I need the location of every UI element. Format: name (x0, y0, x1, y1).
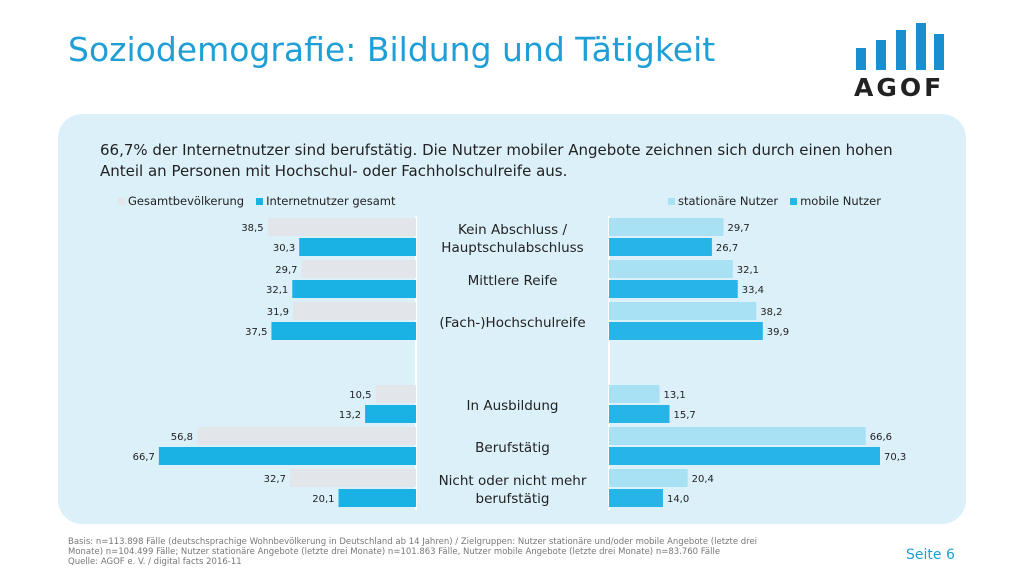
bar-left-internet (271, 322, 416, 340)
data-label: 56,8 (171, 432, 193, 443)
legend-item-internet: Internetnutzer gesamt (256, 194, 395, 208)
category-label: (Fach-)Hochschulreife (439, 315, 585, 331)
data-label: 66,6 (870, 432, 892, 443)
legend-label: Gesamtbevölkerung (128, 194, 245, 208)
data-label: 39,9 (767, 327, 789, 338)
bar-right-stationaer (609, 469, 688, 487)
legend-item-mobile: mobile Nutzer (790, 194, 881, 208)
bar-right-stationaer (609, 385, 660, 403)
category-label: Kein Abschluss / (458, 222, 568, 238)
data-label: 14,0 (667, 494, 689, 505)
data-label: 26,7 (716, 243, 738, 254)
bar-right-stationaer (609, 427, 866, 445)
bar-left-internet (299, 238, 416, 256)
legend-swatch (118, 197, 125, 205)
bar-left-internet (365, 405, 416, 423)
bar-left-internet (338, 489, 416, 507)
footer-line: Quelle: AGOF e. V. / digital facts 2016-… (68, 557, 242, 567)
data-label: 30,3 (273, 243, 295, 254)
category-label: Berufstätig (475, 440, 550, 456)
logo-bars-icon (856, 23, 944, 70)
data-label: 13,1 (663, 390, 685, 401)
data-label: 10,5 (349, 390, 371, 401)
category-label: In Ausbildung (467, 398, 559, 414)
legend-left: Gesamtbevölkerung Internetnutzer gesamt (118, 194, 395, 208)
data-label: 38,2 (760, 307, 782, 318)
bar-left-gesamt (197, 427, 416, 445)
footer-line: Basis: n=113.898 Fälle (deutschsprachige… (68, 537, 758, 547)
data-label: 37,5 (245, 327, 267, 338)
legend-swatch (668, 197, 675, 205)
data-label: 32,7 (264, 474, 286, 485)
legend-swatch (256, 197, 264, 205)
data-label: 66,7 (133, 452, 155, 463)
data-label: 13,2 (339, 410, 361, 421)
bar-left-internet (292, 280, 416, 298)
data-label: 31,9 (267, 307, 289, 318)
bar-right-mobile (609, 238, 712, 256)
bar-right-mobile (609, 447, 880, 465)
bar-left-gesamt (375, 385, 416, 403)
bar-right-stationaer (609, 302, 757, 320)
category-label: berufstätig (476, 491, 550, 507)
data-label: 32,1 (737, 265, 759, 276)
page-title: Soziodemografie: Bildung und Tätigkeit (68, 30, 716, 69)
legend-item-gesamt: Gesamtbevölkerung (118, 194, 244, 208)
footer-line: Monate) n=104.499 Fälle; Nutzer stationä… (68, 547, 721, 557)
data-label: 29,7 (275, 265, 297, 276)
bar-right-mobile (609, 405, 670, 423)
page-number: Seite 6 (906, 547, 955, 563)
agof-logo: AGOF (850, 18, 950, 108)
bar-left-gesamt (289, 469, 416, 487)
footer-source: Basis: n=113.898 Fälle (deutschsprachige… (68, 537, 788, 567)
legend-item-stationaer: stationäre Nutzer (668, 194, 778, 208)
data-label: 33,4 (742, 285, 764, 296)
legend-swatch (790, 197, 798, 205)
data-label: 20,1 (312, 494, 334, 505)
bar-right-mobile (609, 489, 663, 507)
bar-left-gesamt (267, 218, 416, 236)
logo-text: AGOF (854, 73, 945, 102)
data-label: 15,7 (674, 410, 696, 421)
data-label: 70,3 (884, 452, 906, 463)
category-label: Hauptschulabschluss (441, 240, 583, 256)
bar-right-mobile (609, 322, 763, 340)
bar-left-gesamt (301, 260, 416, 278)
category-label: Mittlere Reife (468, 273, 558, 289)
bar-right-stationaer (609, 218, 724, 236)
data-label: 29,7 (727, 223, 749, 234)
bar-right-mobile (609, 280, 738, 298)
category-label: Nicht oder nicht mehr (439, 473, 587, 489)
data-label: 20,4 (692, 474, 714, 485)
intro-text: 66,7% der Internetnutzer sind berufstäti… (100, 141, 893, 180)
legend-label: Internetnutzer gesamt (266, 194, 396, 208)
bar-right-stationaer (609, 260, 733, 278)
legend-right: stationäre Nutzer mobile Nutzer (668, 194, 881, 208)
bar-left-internet (158, 447, 416, 465)
data-label: 38,5 (241, 223, 263, 234)
bar-left-gesamt (293, 302, 416, 320)
legend-label: mobile Nutzer (800, 194, 881, 208)
data-label: 32,1 (266, 285, 288, 296)
legend-label: stationäre Nutzer (678, 194, 779, 208)
